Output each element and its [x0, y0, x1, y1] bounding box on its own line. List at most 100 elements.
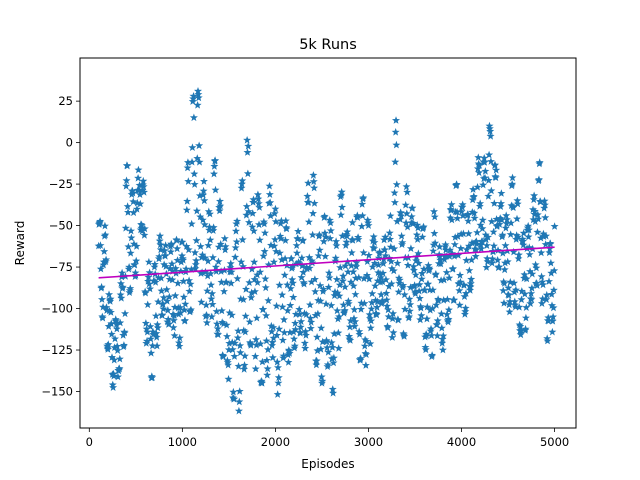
- scatter-point: [390, 198, 399, 206]
- scatter-point: [222, 277, 231, 286]
- scatter-point: [313, 333, 322, 341]
- scatter-point: [547, 290, 556, 298]
- scatter-point: [258, 379, 266, 387]
- scatter-point: [223, 332, 231, 340]
- scatter-point: [354, 235, 363, 243]
- scatter-point: [395, 276, 404, 284]
- scatter-point: [176, 303, 185, 311]
- scatter-point: [400, 332, 409, 340]
- scatter-point: [278, 336, 287, 344]
- scatter-point: [132, 242, 141, 250]
- scatter-point: [149, 330, 158, 338]
- scatter-point: [225, 308, 234, 317]
- scatter-point: [108, 353, 116, 361]
- scatter-point: [138, 180, 147, 189]
- scatter-point: [348, 236, 357, 244]
- scatter-point: [451, 233, 460, 241]
- scatter-point: [116, 290, 125, 299]
- scatter-point: [185, 276, 194, 284]
- scatter-point: [210, 169, 218, 178]
- scatter-point: [272, 247, 281, 255]
- scatter-point: [280, 328, 289, 336]
- scatter-point: [482, 263, 491, 271]
- scatter-point: [298, 261, 307, 270]
- scatter-point: [230, 352, 239, 360]
- scatter-point: [231, 243, 240, 252]
- scatter-point: [182, 264, 191, 273]
- scatter-point: [334, 344, 343, 352]
- scatter-point: [246, 341, 255, 349]
- scatter-point: [393, 259, 402, 267]
- scatter-point: [188, 143, 197, 151]
- scatter-point: [127, 226, 135, 235]
- scatter-point: [323, 360, 332, 369]
- scatter-point: [173, 244, 182, 253]
- scatter-point: [226, 259, 235, 268]
- scatter-point: [389, 266, 398, 275]
- scatter-point: [527, 295, 536, 303]
- scatter-point: [100, 247, 109, 255]
- scatter-point: [265, 181, 274, 190]
- scatter-point: [434, 296, 443, 305]
- scatter-point: [296, 323, 305, 331]
- scatter-point: [399, 281, 408, 289]
- scatter-point: [487, 217, 496, 225]
- scatter-point: [256, 339, 265, 348]
- scatter-point: [332, 275, 341, 283]
- scatter-point: [419, 222, 428, 231]
- scatter-point: [413, 221, 422, 229]
- scatter-point: [179, 277, 188, 285]
- scatter-point: [303, 192, 312, 200]
- scatter-point: [508, 173, 517, 182]
- scatter-point: [209, 223, 218, 231]
- scatter-point: [379, 259, 388, 267]
- scatter-point: [402, 209, 411, 218]
- scatter-point: [159, 293, 168, 302]
- scatter-point: [315, 230, 324, 239]
- scatter-point: [239, 262, 247, 270]
- scatter-point: [248, 265, 256, 273]
- scatter-point: [274, 378, 283, 387]
- scatter-point: [175, 338, 183, 347]
- scatter-point: [418, 269, 427, 277]
- scatter-point: [406, 300, 415, 309]
- scatter-point: [319, 237, 328, 245]
- scatter-point: [478, 237, 486, 245]
- scatter-point: [269, 323, 278, 331]
- scatter-point: [530, 207, 539, 215]
- scatter-point: [292, 241, 301, 249]
- scatter-point: [531, 260, 540, 269]
- scatter-point: [342, 237, 351, 246]
- scatter-point: [494, 246, 502, 254]
- scatter-point: [200, 196, 209, 205]
- scatter-point: [330, 329, 339, 338]
- scatter-point: [167, 240, 176, 249]
- scatter-point: [444, 305, 453, 314]
- scatter-point: [345, 322, 354, 331]
- scatter-point: [403, 222, 412, 231]
- scatter-point: [382, 295, 391, 304]
- scatter-point: [466, 279, 475, 287]
- scatter-point: [349, 267, 358, 276]
- scatter-point: [109, 383, 118, 391]
- scatter-point: [411, 270, 420, 279]
- scatter-point: [549, 286, 558, 294]
- y-tick-label: −50: [49, 219, 73, 233]
- scatter-point: [110, 343, 119, 351]
- scatter-point: [96, 217, 105, 225]
- scatter-point: [305, 253, 314, 261]
- scatter-point: [153, 341, 161, 350]
- scatter-point: [242, 202, 251, 210]
- scatter-point: [517, 295, 526, 304]
- scatter-point: [323, 343, 332, 352]
- scatter-point: [107, 319, 116, 328]
- x-axis-label: Episodes: [301, 457, 354, 471]
- scatter-point: [96, 264, 105, 273]
- scatter-point: [414, 249, 423, 257]
- scatter-point: [253, 190, 262, 199]
- scatter-point: [300, 279, 309, 288]
- scatter-point: [521, 324, 530, 333]
- scatter-point: [244, 207, 253, 215]
- scatter-point: [214, 257, 223, 266]
- scatter-point: [190, 169, 199, 178]
